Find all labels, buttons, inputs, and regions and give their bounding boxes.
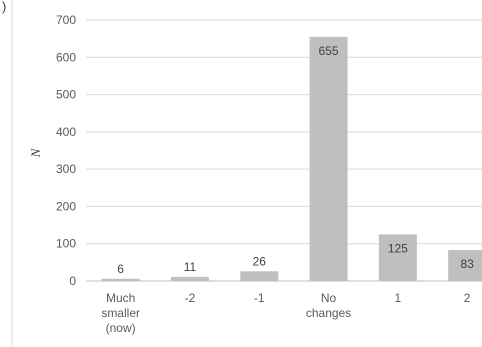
data-label: 125 — [388, 241, 408, 255]
bars — [101, 36, 482, 282]
data-label: 83 — [460, 257, 474, 271]
x-tick-label: -1 — [254, 291, 265, 305]
y-tick-label: 400 — [56, 125, 76, 139]
x-axis-tick-labels: Much smaller (now) -2 -1 No changes 1 2 — [101, 291, 470, 335]
y-tick-label: 700 — [56, 13, 76, 27]
y-axis-tick-labels: 0 100 200 300 400 500 600 700 — [56, 13, 76, 288]
data-label: 26 — [253, 254, 267, 268]
y-tick-label: 300 — [56, 162, 76, 176]
x-tick-label: No changes — [306, 291, 351, 320]
bar — [378, 234, 417, 281]
y-tick-label: 200 — [56, 199, 76, 213]
y-tick-label: 600 — [56, 50, 76, 64]
data-label: 655 — [319, 44, 339, 58]
y-tick-label: 0 — [69, 274, 76, 288]
data-label: 6 — [117, 262, 124, 276]
gridlines — [86, 19, 482, 245]
bar — [309, 36, 348, 282]
y-tick-label: 100 — [56, 237, 76, 251]
bar — [240, 271, 279, 281]
bar — [448, 250, 482, 281]
y-axis-title: N — [28, 147, 43, 158]
bar — [101, 278, 140, 281]
corner-fragment: ) — [2, 0, 6, 14]
x-tick-label: -2 — [185, 291, 196, 305]
y-tick-label: 500 — [56, 88, 76, 102]
x-tick-label: 1 — [395, 291, 402, 305]
data-label: 11 — [184, 260, 197, 274]
bar — [170, 276, 209, 281]
x-tick-label: 2 — [464, 291, 471, 305]
data-labels: 6 11 26 655 125 83 — [117, 44, 474, 276]
x-tick-label: Much smaller (now) — [101, 291, 140, 335]
